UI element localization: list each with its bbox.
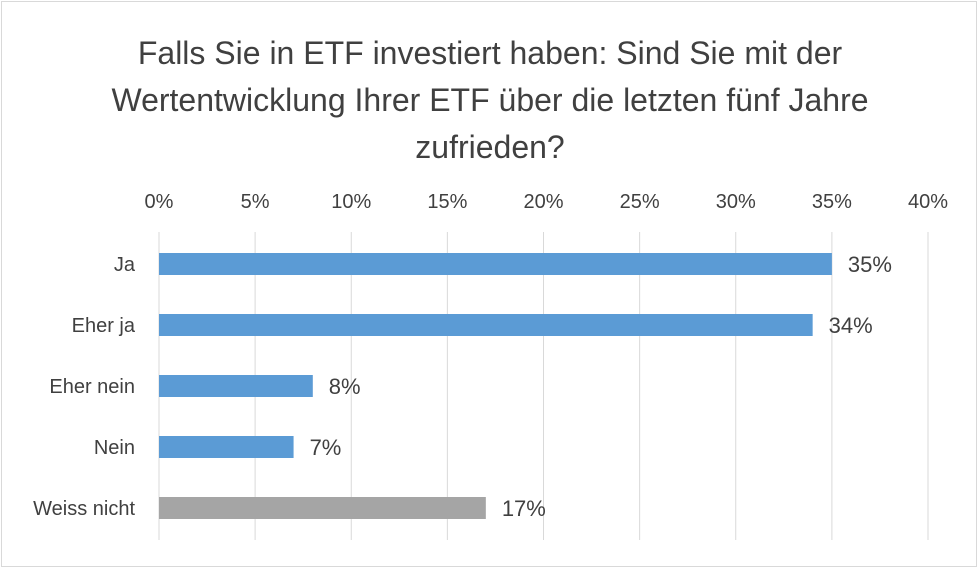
x-tick-labels: 0% 5% 10% 15% 20% 25% 30% 35% 40% (145, 191, 949, 213)
data-label: 35% (848, 252, 892, 277)
chart-title: Falls Sie in ETF investiert haben: Sind … (111, 35, 869, 165)
category-label: Nein (94, 437, 135, 459)
data-label: 7% (310, 435, 342, 460)
x-tick-label: 40% (908, 191, 948, 213)
bar (159, 314, 813, 336)
category-label: Ja (114, 254, 136, 276)
x-tick-label: 5% (241, 191, 270, 213)
bar (159, 375, 313, 397)
bar (159, 436, 294, 458)
data-labels: 35% 34% 8% 7% 17% (310, 252, 892, 521)
category-label: Eher ja (72, 315, 136, 337)
bar (159, 253, 832, 275)
x-tick-label: 30% (716, 191, 756, 213)
category-label: Weiss nicht (33, 498, 135, 520)
x-tick-label: 10% (331, 191, 371, 213)
data-label: 8% (329, 374, 361, 399)
category-labels: Ja Eher ja Eher nein Nein Weiss nicht (33, 254, 136, 520)
x-tick-label: 15% (427, 191, 467, 213)
x-tick-label: 35% (812, 191, 852, 213)
category-label: Eher nein (49, 376, 135, 398)
bar (159, 497, 486, 519)
data-label: 34% (829, 313, 873, 338)
data-label: 17% (502, 496, 546, 521)
x-tick-label: 0% (145, 191, 174, 213)
bars (159, 253, 832, 519)
x-tick-label: 25% (620, 191, 660, 213)
x-tick-label: 20% (523, 191, 563, 213)
